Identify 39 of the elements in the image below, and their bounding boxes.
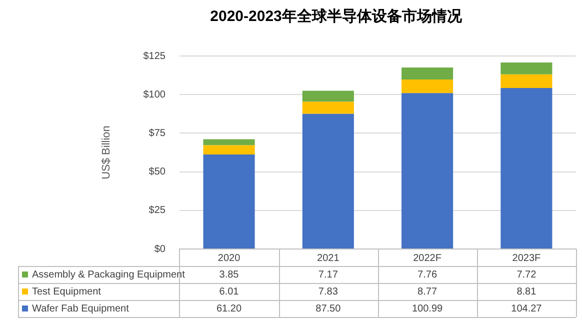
bar (203, 139, 255, 146)
y-axis-title: US$ Billion (100, 126, 113, 180)
data-label: 100.99 (412, 303, 444, 314)
data-label: 87.50 (316, 303, 342, 314)
data-label: 8.77 (418, 286, 438, 298)
bar (402, 68, 454, 80)
bar (402, 80, 454, 94)
bar (500, 62, 552, 74)
x-tick-label: 2020 (218, 252, 241, 264)
legend-label: Wafer Fab Equipment (32, 303, 130, 314)
chart-title: 2020-2023年全球半导体设备市场情况 (210, 7, 463, 26)
y-tick-label: $0 (154, 244, 166, 255)
bar (302, 90, 354, 102)
data-label: 104.27 (511, 303, 542, 314)
y-tick-label: $75 (148, 128, 166, 139)
x-tick-label: 2021 (317, 252, 340, 264)
data-label: 61.20 (216, 303, 242, 314)
data-label: 8.81 (516, 286, 537, 298)
bar (402, 93, 454, 248)
bar (302, 114, 354, 248)
bar (500, 88, 552, 248)
data-label: 7.83 (318, 286, 338, 298)
bar (302, 102, 354, 114)
data-label: 6.01 (219, 286, 240, 298)
legend-label: Test Equipment (32, 286, 102, 298)
y-tick-label: $50 (148, 166, 166, 178)
y-tick-label: $25 (148, 205, 166, 216)
bar (203, 145, 255, 155)
bar (203, 154, 255, 248)
y-tick-label: $100 (143, 89, 166, 100)
data-label: 7.17 (318, 269, 338, 280)
data-label: 7.76 (418, 269, 438, 280)
x-tick-label: 2023F (512, 252, 541, 264)
data-label: 3.85 (219, 269, 240, 280)
x-tick-label: 2022F (413, 252, 442, 264)
legend-label: Assembly & Packaging Equipment (32, 269, 186, 280)
data-label: 7.72 (516, 269, 537, 280)
bar (500, 74, 552, 88)
y-tick-label: $125 (143, 50, 166, 62)
